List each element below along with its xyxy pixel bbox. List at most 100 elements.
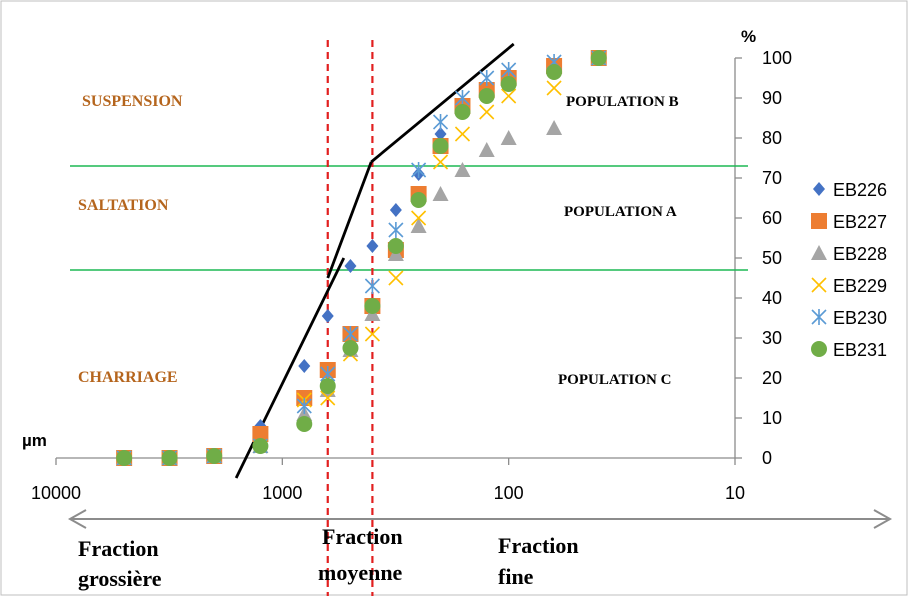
population-b-label: POPULATION B [566, 94, 679, 110]
zone-label-saltation: SALTATION [78, 197, 169, 214]
data-point [454, 162, 471, 177]
data-point [546, 64, 563, 80]
fraction-medium-line2: moyenne [318, 560, 403, 585]
x-ticks: 10000 1000 100 10 [31, 458, 745, 503]
data-point [296, 398, 312, 414]
fraction-fine-line1: Fraction [498, 533, 579, 558]
y-tick-label: 90 [762, 88, 782, 108]
arrow-head-left [67, 509, 87, 529]
data-point [454, 90, 471, 106]
zone-label-charriage: CHARRIAGE [78, 369, 178, 386]
fraction-fine-line2: fine [498, 564, 534, 589]
y-tick-label: 40 [762, 288, 782, 308]
data-point [321, 309, 334, 323]
legend-label: EB227 [833, 212, 887, 232]
data-point [432, 138, 449, 154]
data-point [364, 278, 380, 294]
y-tick-label: 80 [762, 128, 782, 148]
data-point [546, 80, 562, 96]
data-point [434, 127, 447, 141]
population-a-label: POPULATION A [564, 204, 677, 220]
data-point [389, 203, 402, 217]
data-point [410, 218, 427, 233]
y-tick-label: 10 [762, 408, 782, 428]
x-tick-label: 100 [494, 483, 524, 503]
legend: EB226 EB227 EB228 EB229 EB230 EB231 [811, 180, 887, 360]
data-point [364, 326, 380, 342]
y-ticks: 0 10 20 30 40 50 60 70 80 90 100 [735, 48, 792, 468]
data-point [478, 88, 495, 104]
data-point [116, 450, 133, 466]
arrow-head-right [873, 509, 893, 529]
data-point [388, 270, 404, 286]
data-point [432, 186, 449, 201]
data-point [366, 239, 379, 253]
data-point [252, 438, 269, 454]
legend-marker [811, 245, 827, 260]
data-point [342, 326, 359, 342]
y-tick-label: 50 [762, 248, 782, 268]
data-point [501, 62, 517, 78]
legend-label: EB229 [833, 276, 887, 296]
x-tick-label: 10000 [31, 483, 81, 503]
series-eb231 [116, 50, 607, 466]
y-unit-label: % [741, 27, 756, 46]
x-tick-label: 1000 [262, 483, 302, 503]
legend-label: EB230 [833, 308, 887, 328]
fraction-arrow [67, 509, 893, 529]
data-point [454, 126, 471, 142]
legend-marker [811, 213, 827, 229]
data-point [296, 416, 313, 432]
data-point [342, 340, 359, 356]
y-tick-label: 100 [762, 48, 792, 68]
y-tick-label: 0 [762, 448, 772, 468]
data-point [298, 359, 311, 373]
data-point [500, 76, 517, 92]
legend-marker [813, 182, 825, 196]
data-point [432, 114, 449, 130]
legend-label: EB226 [833, 180, 887, 200]
black-trend-segment [370, 42, 515, 164]
legend-marker [811, 309, 827, 325]
y-tick-label: 60 [762, 208, 782, 228]
data-point [161, 450, 178, 466]
x-unit-label: µm [22, 431, 47, 450]
data-point [206, 448, 223, 464]
data-point [387, 238, 404, 254]
y-tick-label: 30 [762, 328, 782, 348]
population-c-label: POPULATION C [558, 372, 671, 388]
data-point [319, 378, 336, 394]
data-point [411, 162, 427, 178]
data-point [546, 120, 563, 135]
data-point [454, 104, 471, 120]
y-tick-label: 70 [762, 168, 782, 188]
zone-label-suspension: SUSPENSION [82, 93, 183, 110]
legend-label: EB228 [833, 244, 887, 264]
fraction-medium-line1: Fraction [322, 524, 403, 549]
x-tick-label: 10 [725, 483, 745, 503]
data-point [388, 222, 404, 238]
data-point [479, 104, 495, 120]
data-point [344, 259, 357, 273]
data-point [501, 88, 517, 104]
data-points [116, 50, 607, 466]
fraction-coarse-line1: Fraction [78, 536, 159, 561]
black-trend-segment [326, 161, 373, 279]
data-point [411, 210, 427, 226]
legend-marker [811, 277, 827, 293]
data-point [478, 142, 495, 157]
fraction-coarse-line2: grossière [78, 566, 162, 591]
data-point [364, 298, 381, 314]
data-point [252, 426, 269, 442]
data-point [432, 154, 449, 170]
y-tick-label: 20 [762, 368, 782, 388]
legend-label: EB231 [833, 340, 887, 360]
data-point [479, 70, 495, 86]
data-point [500, 130, 517, 145]
data-point [590, 50, 607, 66]
data-point [410, 192, 427, 208]
legend-marker [811, 341, 827, 357]
data-point [320, 390, 336, 406]
